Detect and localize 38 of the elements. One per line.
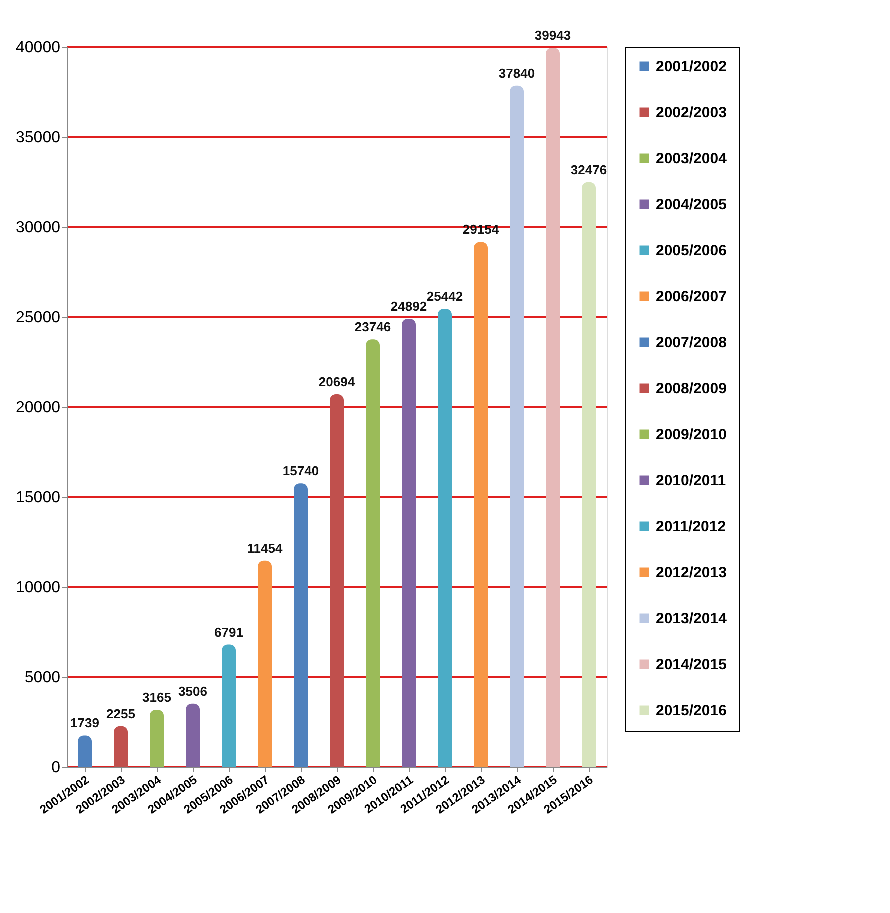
legend-label: 2003/2004	[656, 150, 728, 168]
data-label: 6791	[214, 624, 244, 640]
legend-label: 2005/2006	[656, 242, 727, 260]
legend-label: 2009/2010	[656, 426, 727, 444]
y-tick-label: 25000	[16, 310, 61, 326]
legend-label: 2007/2008	[656, 334, 727, 352]
legend-label: 2015/2016	[656, 702, 727, 720]
data-label: 1739	[70, 716, 100, 731]
legend-label: 2014/2015	[656, 656, 727, 674]
legend-label: 2008/2009	[656, 380, 727, 398]
data-label: 2255	[106, 706, 136, 722]
y-tick-label: 35000	[16, 130, 61, 146]
legend-label: 2012/2013	[656, 564, 727, 582]
legend-label: 2004/2005	[656, 196, 727, 214]
legend-label: 2011/2012	[656, 518, 726, 536]
data-label: 24892	[390, 298, 428, 314]
legend-label: 2002/2003	[656, 104, 727, 122]
legend-label: 2006/2007	[656, 288, 727, 306]
y-tick-label: 15000	[16, 490, 61, 506]
data-label: 37840	[498, 66, 536, 81]
legend-label: 2001/2002	[656, 58, 727, 76]
data-label: 3165	[142, 690, 172, 706]
y-tick-label: 20000	[16, 400, 61, 416]
data-label: 32476	[570, 162, 608, 178]
y-tick-label: 30000	[16, 220, 61, 236]
data-label: 23746	[354, 320, 392, 335]
y-tick-label: 10000	[16, 580, 61, 596]
data-label: 25442	[426, 289, 464, 304]
y-tick-label: 5000	[24, 670, 61, 686]
data-label: 39943	[534, 28, 572, 44]
y-tick-label: 40000	[16, 40, 61, 56]
legend-label: 2013/2014	[656, 610, 728, 628]
legend-label: 2010/2011	[656, 472, 726, 490]
y-tick-label: 0	[52, 760, 61, 776]
data-label: 11454	[247, 540, 284, 556]
data-label: 15740	[282, 464, 320, 479]
data-label: 20694	[318, 374, 356, 390]
data-label: 3506	[178, 684, 208, 699]
